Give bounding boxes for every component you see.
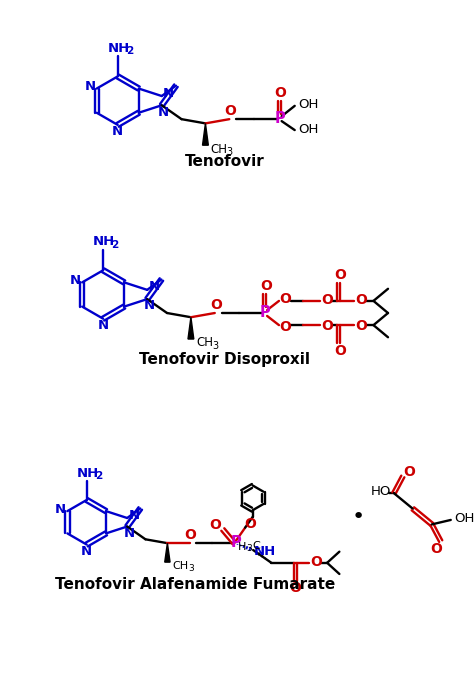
Polygon shape bbox=[188, 317, 194, 339]
Text: N: N bbox=[158, 106, 169, 119]
Text: O: O bbox=[275, 86, 287, 100]
Text: O: O bbox=[334, 268, 346, 282]
Text: HO: HO bbox=[371, 485, 391, 498]
Text: Tenofovir Alafenamide Fumarate: Tenofovir Alafenamide Fumarate bbox=[55, 577, 336, 592]
Text: P: P bbox=[260, 305, 271, 320]
Text: OH: OH bbox=[298, 123, 319, 136]
Text: 2: 2 bbox=[95, 471, 102, 481]
Text: P: P bbox=[274, 111, 285, 126]
Text: O: O bbox=[185, 529, 197, 542]
Polygon shape bbox=[165, 543, 170, 562]
Text: Tenofovir: Tenofovir bbox=[184, 154, 264, 169]
Text: O: O bbox=[279, 292, 291, 306]
Text: 3: 3 bbox=[246, 544, 252, 553]
Text: P: P bbox=[231, 535, 242, 550]
Text: O: O bbox=[209, 518, 221, 531]
Text: NH: NH bbox=[108, 42, 130, 55]
Text: O: O bbox=[321, 293, 333, 307]
Text: O: O bbox=[244, 517, 256, 531]
Text: N: N bbox=[124, 527, 135, 540]
Text: O: O bbox=[321, 319, 333, 333]
Text: N: N bbox=[144, 299, 155, 312]
Polygon shape bbox=[202, 124, 209, 145]
Text: N: N bbox=[112, 125, 123, 138]
Text: O: O bbox=[224, 104, 236, 118]
Text: •: • bbox=[351, 507, 365, 527]
Text: N: N bbox=[163, 87, 174, 100]
Text: O: O bbox=[210, 298, 222, 312]
Text: Tenofovir Disoproxil: Tenofovir Disoproxil bbox=[139, 352, 310, 367]
Text: O: O bbox=[355, 293, 367, 307]
Text: O: O bbox=[355, 319, 367, 333]
Text: CH: CH bbox=[210, 143, 228, 156]
Text: 2: 2 bbox=[126, 46, 133, 56]
Text: O: O bbox=[404, 464, 416, 479]
Text: NH: NH bbox=[254, 546, 276, 559]
Text: N: N bbox=[128, 509, 139, 522]
Text: N: N bbox=[148, 281, 160, 294]
Text: NH: NH bbox=[93, 236, 115, 249]
Text: N: N bbox=[55, 503, 66, 516]
Text: O: O bbox=[310, 555, 322, 569]
Text: O: O bbox=[430, 542, 442, 556]
Text: N: N bbox=[70, 274, 81, 287]
Text: O: O bbox=[279, 320, 291, 334]
Text: O: O bbox=[290, 581, 301, 596]
Text: CH: CH bbox=[196, 337, 213, 350]
Text: O: O bbox=[260, 279, 272, 293]
Text: 3: 3 bbox=[227, 147, 233, 157]
Text: N: N bbox=[98, 319, 109, 332]
Text: NH: NH bbox=[76, 466, 99, 479]
Text: N: N bbox=[84, 80, 95, 93]
Text: 2: 2 bbox=[111, 240, 118, 250]
Text: 3: 3 bbox=[188, 564, 193, 574]
Text: C: C bbox=[252, 541, 260, 551]
Text: OH: OH bbox=[298, 98, 319, 111]
Text: CH: CH bbox=[172, 561, 188, 571]
Text: 3: 3 bbox=[212, 341, 218, 351]
Text: O: O bbox=[334, 344, 346, 358]
Text: OH: OH bbox=[454, 512, 474, 525]
Text: N: N bbox=[81, 545, 92, 558]
Text: H: H bbox=[238, 542, 246, 552]
